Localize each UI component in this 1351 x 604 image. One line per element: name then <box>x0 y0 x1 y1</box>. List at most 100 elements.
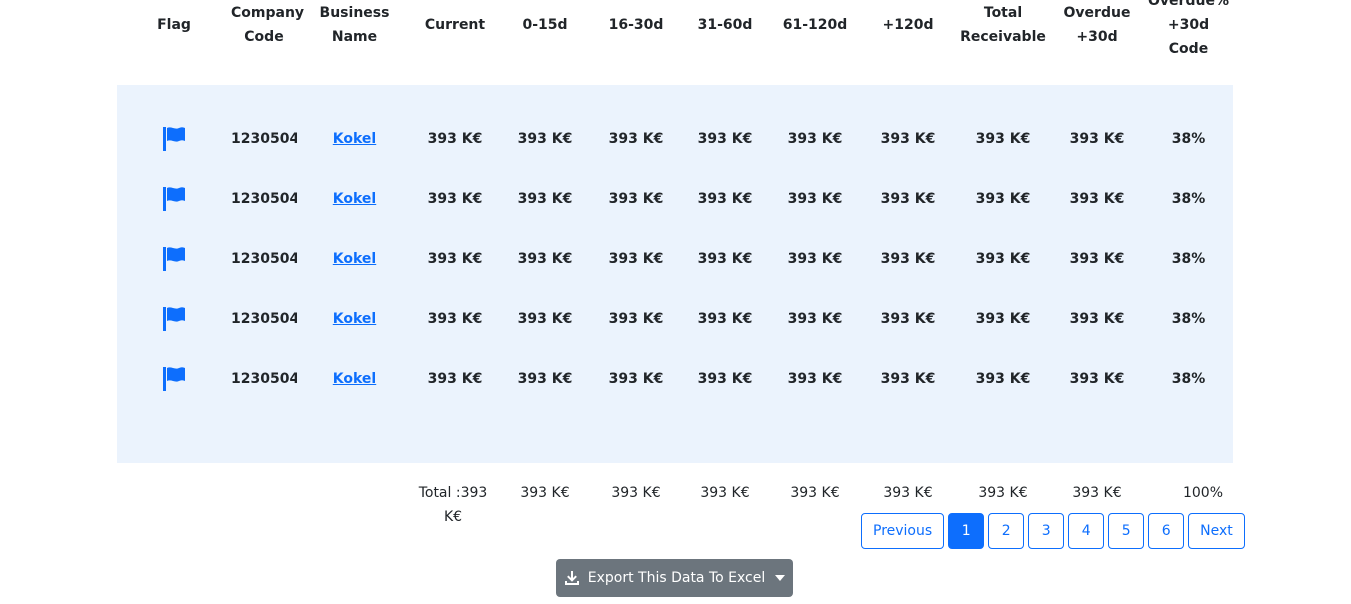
col-header-overdue-30d[interactable]: Overdue +30d <box>1063 4 1131 45</box>
cell-overdue-pct: 38% <box>1144 169 1233 229</box>
totals-61-120d: 393 K€ <box>790 485 840 501</box>
cell-d31-60: 393 K€ <box>680 289 770 349</box>
cell-overdue: 393 K€ <box>1050 109 1144 169</box>
flag-icon[interactable] <box>161 186 187 212</box>
cell-code: 1230504 <box>231 229 299 289</box>
col-header-total-receivable[interactable]: Total Receivable <box>960 4 1046 45</box>
cell-total: 393 K€ <box>956 169 1050 229</box>
pagination-page-2[interactable]: 2 <box>988 513 1025 549</box>
col-header-flag[interactable]: Flag <box>157 16 191 33</box>
cell-total: 393 K€ <box>956 229 1050 289</box>
cell-total: 393 K€ <box>956 109 1050 169</box>
business-name-link[interactable]: Kokel <box>332 191 377 207</box>
export-label: Export This Data To Excel <box>587 570 766 586</box>
cell-current: 393 K€ <box>412 349 498 409</box>
business-name-link[interactable]: Kokel <box>332 371 377 387</box>
flag-cell <box>117 289 231 349</box>
cell-d61-120: 393 K€ <box>770 349 860 409</box>
cell-d0-15: 393 K€ <box>498 109 592 169</box>
cell-d31-60: 393 K€ <box>680 349 770 409</box>
col-header-company-code[interactable]: Company Code <box>231 4 305 45</box>
pagination-page-6[interactable]: 6 <box>1148 513 1185 549</box>
pagination-page-1[interactable]: 1 <box>948 513 985 549</box>
cell-d120: 393 K€ <box>860 109 956 169</box>
cell-overdue: 393 K€ <box>1050 169 1144 229</box>
rows-top-spacer <box>117 85 1233 109</box>
cell-d16-30: 393 K€ <box>592 289 680 349</box>
table-row: 1230504 Kokel 393 K€ 393 K€ 393 K€ 393 K€ 393 … <box>117 169 1233 229</box>
flag-cell <box>117 169 231 229</box>
totals-row: Total :393 K€ 393 K€ 393 K€ 393 K€ 393 K… <box>117 463 1233 530</box>
cell-d61-120: 393 K€ <box>770 289 860 349</box>
receivables-table-wrapper: Flag Company Code Business Name Current 0-… <box>117 0 1233 530</box>
cell-overdue-pct: 38% <box>1144 349 1233 409</box>
pagination-page-5[interactable]: 5 <box>1108 513 1145 549</box>
table-row: 1230504 Kokel 393 K€ 393 K€ 393 K€ 393 K€ 393 … <box>117 109 1233 169</box>
col-header-0-15d[interactable]: 0-15d <box>522 16 568 33</box>
business-name-link[interactable]: Kokel <box>332 131 377 147</box>
col-header-current[interactable]: Current <box>424 16 486 33</box>
col-header-business-name[interactable]: Business Name <box>319 4 390 45</box>
table-row: 1230504 Kokel 393 K€ 393 K€ 393 K€ 393 K€ 393 … <box>117 229 1233 289</box>
totals-120d: 393 K€ <box>883 485 933 501</box>
business-name-link[interactable]: Kokel <box>332 311 377 327</box>
cell-overdue: 393 K€ <box>1050 349 1144 409</box>
cell-code: 1230504 <box>231 109 299 169</box>
business-name-link[interactable]: Kokel <box>332 251 377 267</box>
col-header-120d[interactable]: +120d <box>882 16 934 33</box>
pagination-next-button[interactable]: Next <box>1188 513 1245 549</box>
totals-total-receivable: 393 K€ <box>978 485 1028 501</box>
cell-current: 393 K€ <box>412 229 498 289</box>
cell-overdue: 393 K€ <box>1050 289 1144 349</box>
table-row: 1230504 Kokel 393 K€ 393 K€ 393 K€ 393 K€ 393 … <box>117 289 1233 349</box>
col-header-overdue-pct[interactable]: Overdue% +30d Code <box>1148 0 1229 57</box>
cell-d0-15: 393 K€ <box>498 229 592 289</box>
cell-d61-120: 393 K€ <box>770 169 860 229</box>
business-name-cell: Kokel <box>297 169 412 229</box>
flag-cell <box>117 109 231 169</box>
export-excel-button[interactable]: Export This Data To Excel <box>556 559 793 597</box>
cell-d0-15: 393 K€ <box>498 289 592 349</box>
totals-overdue-30d: 393 K€ <box>1072 485 1122 501</box>
cell-total: 393 K€ <box>956 289 1050 349</box>
cell-overdue-pct: 38% <box>1144 109 1233 169</box>
flag-cell <box>117 229 231 289</box>
cell-d31-60: 393 K€ <box>680 229 770 289</box>
cell-overdue-pct: 38% <box>1144 289 1233 349</box>
col-header-16-30d[interactable]: 16-30d <box>608 16 664 33</box>
flag-icon[interactable] <box>161 126 187 152</box>
cell-total: 393 K€ <box>956 349 1050 409</box>
cell-d16-30: 393 K€ <box>592 229 680 289</box>
cell-d16-30: 393 K€ <box>592 349 680 409</box>
flag-icon[interactable] <box>161 366 187 392</box>
caret-down-icon <box>775 575 786 581</box>
totals-label: Total :393 K€ <box>418 485 488 525</box>
cell-code: 1230504 <box>231 349 299 409</box>
cell-current: 393 K€ <box>412 169 498 229</box>
business-name-cell: Kokel <box>297 349 412 409</box>
pagination: Previous 1 2 3 4 5 6 Next <box>861 513 1245 549</box>
cell-code: 1230504 <box>231 289 299 349</box>
cell-d31-60: 393 K€ <box>680 169 770 229</box>
business-name-cell: Kokel <box>297 289 412 349</box>
totals-31-60d: 393 K€ <box>700 485 750 501</box>
pagination-previous-button[interactable]: Previous <box>861 513 945 549</box>
cell-d31-60: 393 K€ <box>680 109 770 169</box>
col-header-31-60d[interactable]: 31-60d <box>697 16 753 33</box>
flag-icon[interactable] <box>161 246 187 272</box>
pagination-page-3[interactable]: 3 <box>1028 513 1065 549</box>
pagination-page-4[interactable]: 4 <box>1068 513 1105 549</box>
cell-d120: 393 K€ <box>860 169 956 229</box>
cell-d61-120: 393 K€ <box>770 229 860 289</box>
cell-d120: 393 K€ <box>860 289 956 349</box>
business-name-cell: Kokel <box>297 229 412 289</box>
totals-0-15d: 393 K€ <box>520 485 570 501</box>
cell-d120: 393 K€ <box>860 349 956 409</box>
flag-icon[interactable] <box>161 306 187 332</box>
flag-cell <box>117 349 231 409</box>
cell-d16-30: 393 K€ <box>592 169 680 229</box>
table-row: 1230504 Kokel 393 K€ 393 K€ 393 K€ 393 K€ 393 … <box>117 349 1233 409</box>
col-header-61-120d[interactable]: 61-120d <box>782 16 848 33</box>
cell-d0-15: 393 K€ <box>498 169 592 229</box>
cell-d61-120: 393 K€ <box>770 109 860 169</box>
